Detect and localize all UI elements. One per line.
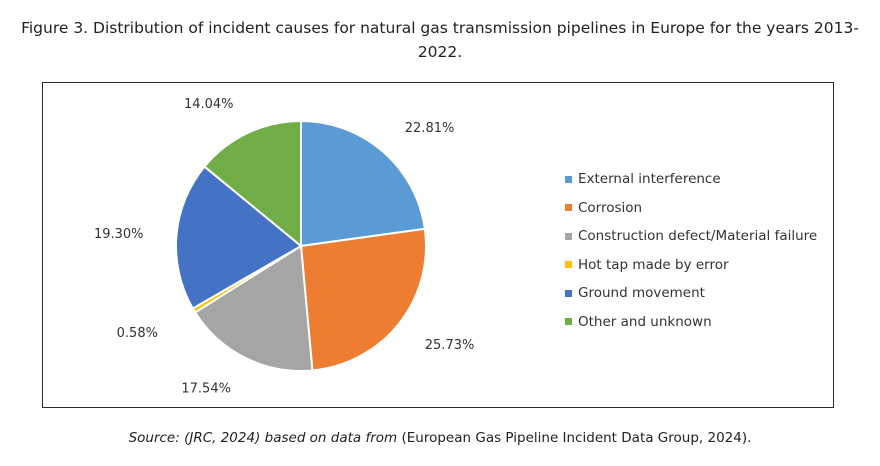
data-label-external-interference: 22.81% (405, 121, 455, 136)
data-label-ground-movement: 19.30% (94, 227, 144, 242)
figure-source: Source: (JRC, 2024) based on data from (… (20, 430, 860, 446)
pie-chart: 22.81% 25.73% 17.54% 0.58% 19.30% 14.04% (94, 97, 475, 397)
pie-slice-external-interference (300, 119, 426, 248)
legend-label: External interference (578, 171, 721, 188)
legend-item: External interference (565, 165, 817, 194)
legend-swatch (565, 318, 572, 326)
pie-slice-construction-defect-material-failure (193, 244, 314, 372)
chart-frame: 22.81% 25.73% 17.54% 0.58% 19.30% 14.04% Exte… (42, 82, 834, 408)
legend-swatch (565, 261, 572, 269)
pie-slice-other-and-unknown (203, 119, 302, 249)
legend-item: Construction defect/Material failure (565, 222, 817, 251)
legend-label: Corrosion (578, 199, 643, 216)
legend-item: Ground movement (565, 279, 817, 308)
legend-swatch (565, 175, 572, 183)
legend-swatch (565, 204, 572, 212)
legend-item: Hot tap made by error (565, 251, 817, 280)
source-italic-text: Source: (JRC, 2024) based on data from (128, 430, 398, 446)
chart-legend: External interference Corrosion Constructi… (565, 165, 817, 336)
pie-slice-ground-movement (175, 165, 303, 310)
legend-item: Other and unknown (565, 308, 817, 337)
legend-label: Construction defect/Material failure (578, 228, 818, 245)
legend-label: Ground movement (578, 285, 705, 302)
data-label-hot-tap-made-by-error: 0.58% (117, 326, 158, 341)
data-label-other-and-unknown: 14.04% (184, 97, 234, 112)
legend-swatch (565, 289, 572, 297)
legend-label: Other and unknown (578, 313, 712, 330)
source-citation-text: (European Gas Pipeline Incident Data Gro… (401, 430, 752, 446)
data-label-construction-defect-material-failure: 17.54% (181, 382, 231, 397)
data-label-corrosion: 25.73% (425, 338, 475, 353)
legend-item: Corrosion (565, 194, 817, 223)
pie-slice-corrosion (299, 227, 427, 372)
legend-label: Hot tap made by error (578, 256, 729, 273)
figure-title: Figure 3. Distribution of incident cause… (21, 19, 859, 61)
legend-swatch (565, 232, 572, 240)
